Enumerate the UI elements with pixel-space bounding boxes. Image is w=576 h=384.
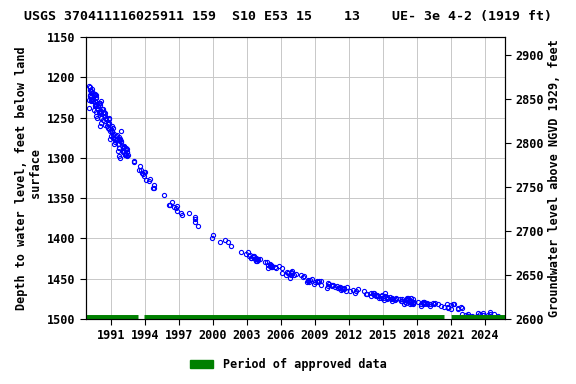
Legend: Period of approved data: Period of approved data bbox=[185, 354, 391, 376]
Text: USGS 370411116025911 159  S10 E53 15    13    UE- 3e 4-2 (1919 ft): USGS 370411116025911 159 S10 E53 15 13 U… bbox=[24, 10, 552, 23]
Y-axis label: Groundwater level above NGVD 1929, feet: Groundwater level above NGVD 1929, feet bbox=[548, 39, 561, 317]
Y-axis label: Depth to water level, feet below land
 surface: Depth to water level, feet below land su… bbox=[15, 46, 43, 310]
